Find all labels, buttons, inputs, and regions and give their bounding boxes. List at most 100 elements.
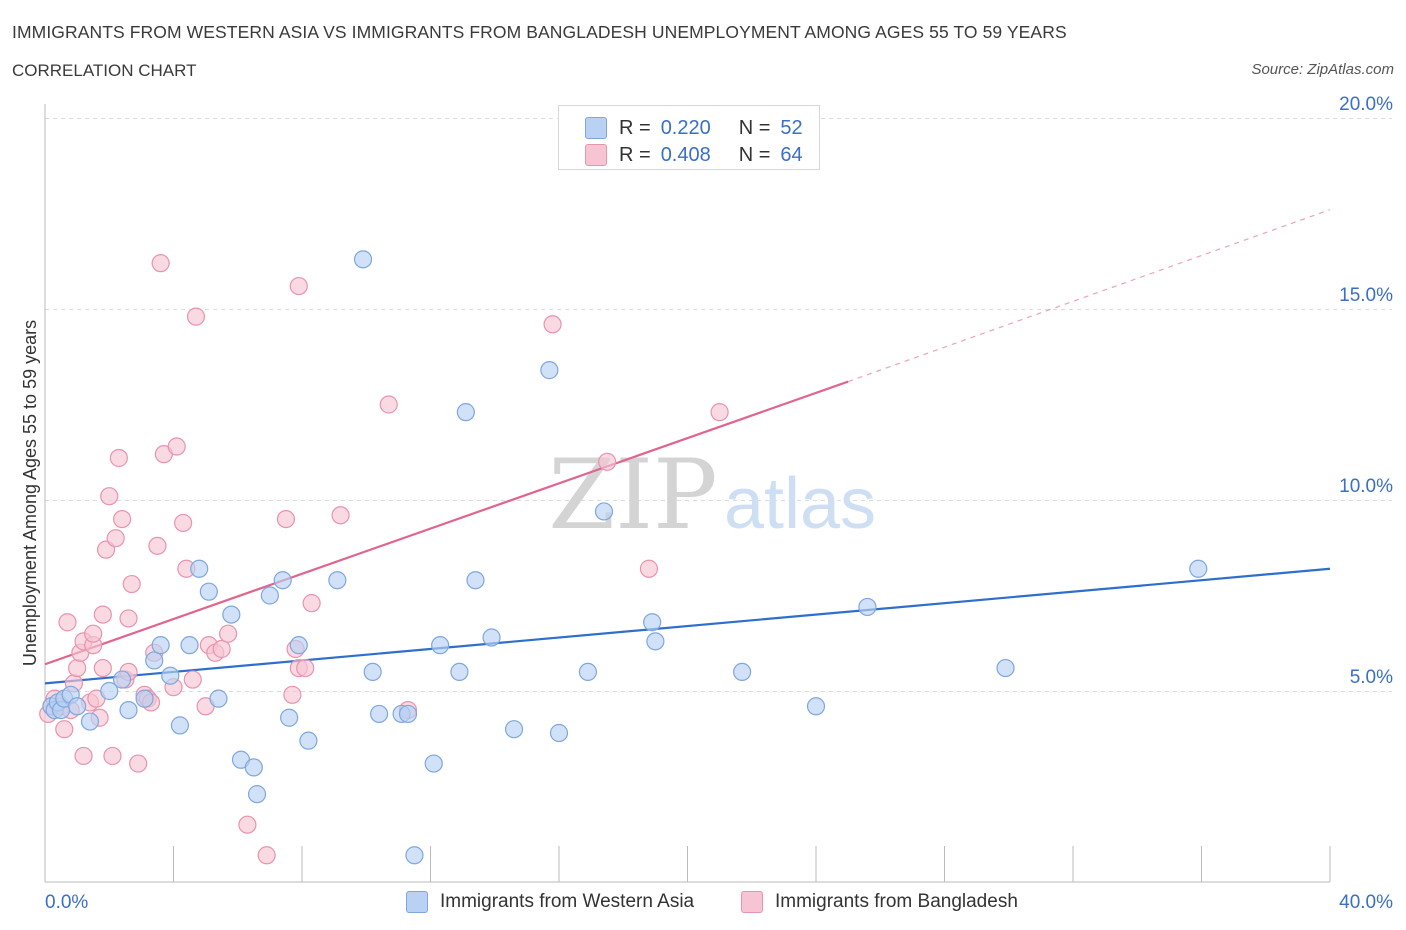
n-label: N = xyxy=(738,143,771,166)
point-western-asia xyxy=(273,571,292,590)
point-western-asia xyxy=(190,559,209,578)
point-bangladesh xyxy=(112,509,132,529)
point-western-asia xyxy=(161,666,180,685)
chart-title: IMMIGRANTS FROM WESTERN ASIA VS IMMIGRAN… xyxy=(12,22,1067,42)
point-western-asia xyxy=(643,613,662,632)
point-bangladesh xyxy=(93,605,112,624)
point-bangladesh xyxy=(379,395,398,414)
point-western-asia xyxy=(431,636,450,655)
point-bangladesh xyxy=(283,685,302,704)
point-western-asia xyxy=(996,658,1015,678)
point-bangladesh xyxy=(93,658,112,678)
point-bangladesh xyxy=(68,658,87,678)
point-western-asia xyxy=(363,662,382,682)
pink-swatch xyxy=(585,144,607,166)
pink-swatch xyxy=(741,891,763,913)
point-bangladesh xyxy=(543,315,562,334)
point-western-asia xyxy=(180,636,199,655)
y-tick-label: 15.0% xyxy=(1339,285,1393,306)
point-western-asia xyxy=(398,704,418,724)
point-bangladesh xyxy=(167,437,186,456)
point-western-asia xyxy=(170,716,190,735)
point-western-asia xyxy=(299,731,318,750)
point-bangladesh xyxy=(289,276,308,296)
point-western-asia xyxy=(280,708,299,727)
point-western-asia xyxy=(80,712,100,731)
point-bangladesh xyxy=(238,815,257,834)
point-western-asia xyxy=(504,720,524,739)
point-western-asia xyxy=(646,632,665,651)
r-label: R = xyxy=(619,143,651,166)
point-bangladesh xyxy=(212,639,231,659)
legend-label-bangladesh: Immigrants from Bangladesh xyxy=(775,891,1018,912)
bottom-legend-bangladesh: Immigrants from Bangladesh xyxy=(741,888,1018,916)
point-bangladesh xyxy=(302,594,321,613)
point-western-asia xyxy=(370,704,389,724)
n-value: 64 xyxy=(780,143,803,166)
point-bangladesh xyxy=(122,574,141,594)
point-western-asia xyxy=(450,662,469,682)
point-bangladesh xyxy=(151,254,170,273)
data-points xyxy=(39,250,1208,865)
trend-line-bangladesh xyxy=(44,380,849,666)
legend-row-bangladesh: R = 0.408 N = 64 xyxy=(585,142,803,168)
point-bangladesh xyxy=(100,487,119,506)
point-bangladesh xyxy=(183,670,202,689)
point-western-asia xyxy=(209,689,228,708)
point-western-asia xyxy=(456,403,475,422)
point-bangladesh xyxy=(129,754,148,773)
point-bangladesh xyxy=(119,609,138,628)
point-bangladesh xyxy=(106,529,125,548)
legend-label-western-asia: Immigrants from Western Asia xyxy=(440,891,695,912)
point-western-asia xyxy=(289,636,308,655)
point-western-asia xyxy=(733,662,752,682)
tick-labels: 5.0% 10.0% 15.0% 20.0% 0.0% 40.0% xyxy=(45,94,1393,913)
point-western-asia xyxy=(594,502,614,521)
point-western-asia xyxy=(222,605,241,624)
point-western-asia xyxy=(135,689,154,708)
trend-lines xyxy=(44,209,1331,685)
trend-line-western-asia xyxy=(44,567,1331,685)
correlation-legend: R = 0.220 N = 52 R = 0.408 N = 64 xyxy=(558,105,820,170)
y-tick-label: 10.0% xyxy=(1339,476,1393,497)
point-bangladesh xyxy=(710,403,729,422)
point-western-asia xyxy=(806,697,826,716)
point-bangladesh xyxy=(331,506,350,525)
y-axis-label: Unemployment Among Ages 55 to 59 years xyxy=(20,320,40,666)
x-tick-label-start: 0.0% xyxy=(45,892,88,913)
point-western-asia xyxy=(482,628,501,647)
point-western-asia xyxy=(247,785,267,804)
point-western-asia xyxy=(68,697,87,716)
point-bangladesh xyxy=(148,536,167,555)
point-bangladesh xyxy=(276,509,296,529)
point-western-asia xyxy=(112,670,132,689)
point-western-asia xyxy=(858,597,877,617)
x-tick-label-end: 40.0% xyxy=(1339,892,1393,913)
point-bangladesh xyxy=(174,513,193,533)
axes xyxy=(44,104,1331,883)
point-western-asia xyxy=(353,250,373,269)
point-western-asia xyxy=(199,582,218,601)
point-bangladesh xyxy=(598,452,617,471)
point-western-asia xyxy=(1189,559,1208,578)
watermark-zip: ZIP xyxy=(548,439,717,551)
r-label: R = xyxy=(619,116,651,139)
y-tick-label: 5.0% xyxy=(1350,667,1393,688)
r-value: 0.408 xyxy=(660,143,711,166)
point-western-asia xyxy=(540,361,559,380)
point-western-asia xyxy=(244,758,263,777)
n-label: N = xyxy=(738,116,771,139)
point-bangladesh xyxy=(219,624,238,643)
blue-swatch xyxy=(406,891,428,913)
source-credit: Source: ZipAtlas.com xyxy=(1251,61,1394,78)
point-bangladesh xyxy=(257,846,276,865)
point-bangladesh xyxy=(74,746,93,766)
point-western-asia xyxy=(151,636,170,655)
point-western-asia xyxy=(466,571,485,590)
point-western-asia xyxy=(145,651,164,670)
point-bangladesh xyxy=(58,613,77,632)
trend-line-bangladesh-extension xyxy=(847,209,1331,383)
y-tick-label: 20.0% xyxy=(1339,94,1393,115)
point-western-asia xyxy=(549,723,569,743)
